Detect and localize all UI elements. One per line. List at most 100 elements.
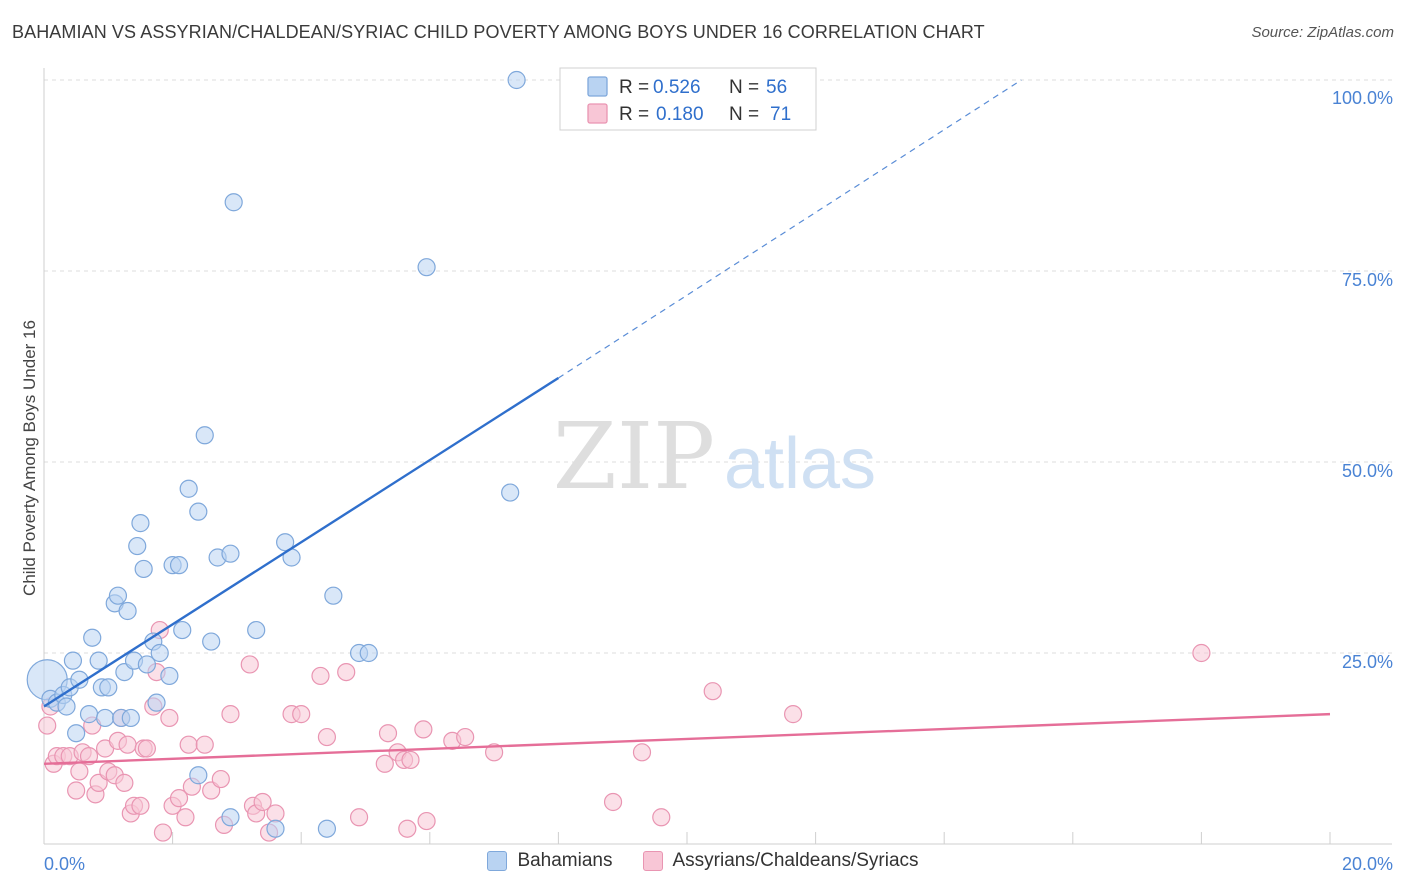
assyrian-point — [169, 789, 189, 808]
bottom-legend: Bahamians Assyrians/Chaldeans/Syriacs — [0, 850, 1406, 872]
assyrian-trend-line — [43, 712, 1331, 765]
bahamian-point — [89, 651, 108, 670]
assyrian-point — [266, 804, 285, 823]
watermark-zip: ZIP — [553, 403, 715, 510]
watermark: ZIP atlas — [553, 403, 876, 510]
assyrian-point — [221, 705, 240, 724]
assyrian-point — [401, 750, 420, 770]
assyrian-point — [79, 747, 99, 766]
bahamian-point — [173, 620, 192, 640]
x-tick-label-min: 0.0% — [44, 854, 85, 874]
legend-swatch-pink — [587, 103, 608, 124]
bahamian-point — [99, 678, 118, 697]
legend-swatch-blue — [587, 76, 608, 97]
axes — [43, 68, 1392, 845]
x-tick-label-max: 20.0% — [1342, 854, 1393, 874]
bahamian-point — [202, 632, 221, 651]
y-tick-label-50: 50.0% — [1342, 461, 1393, 481]
bahamian-point — [317, 819, 337, 838]
assyrian-point — [211, 769, 230, 789]
legend-swatch-assyrians — [642, 851, 663, 871]
bahamian-point — [79, 705, 99, 724]
bahamian-point — [221, 544, 240, 563]
watermark-atlas: atlas — [724, 424, 876, 504]
legend-n-label-pink: N = — [729, 104, 759, 125]
assyrian-point — [153, 823, 173, 842]
legend-r-label-pink: R = — [619, 104, 649, 125]
assyrian-point — [311, 666, 330, 686]
assyrian-point — [240, 655, 259, 674]
assyrian-point — [292, 705, 311, 724]
bahamian-point — [150, 643, 169, 663]
stats-legend: R = 0.526 N = 56 R = 0.180 N = 71 — [559, 67, 817, 131]
legend-label-bahamians: Bahamians — [517, 850, 613, 871]
assyrian-point — [115, 773, 134, 792]
gridlines: 25.0% 50.0% 75.0% 100.0% — [44, 79, 1393, 672]
bahamian-point — [121, 708, 140, 728]
bahamian-point — [95, 708, 115, 728]
bahamian-trend-line — [43, 376, 560, 708]
y-tick-label-25: 25.0% — [1342, 652, 1393, 672]
legend-n-value-pink: 71 — [770, 104, 791, 125]
trend-lines — [43, 79, 1331, 765]
bahamian-point — [324, 586, 343, 605]
assyrian-point — [1192, 643, 1211, 663]
assyrian-point — [378, 724, 398, 743]
assyrian-point — [485, 743, 504, 762]
assyrian-point — [253, 792, 272, 812]
legend-r-label-blue: R = — [619, 77, 649, 98]
legend-r-value-blue: 0.526 — [653, 77, 701, 98]
bahamian-point — [501, 483, 520, 502]
bahamian-point — [507, 70, 526, 90]
assyrian-point — [70, 762, 89, 781]
assyrian-point — [417, 811, 436, 831]
assyrian-point — [317, 727, 337, 747]
y-axis-label: Child Poverty Among Boys Under 16 — [20, 320, 39, 596]
legend-n-value-blue: 56 — [766, 77, 787, 98]
legend-item-assyrians: Assyrians/Chaldeans/Syriacs — [642, 850, 919, 872]
y-tick-label-100: 100.0% — [1332, 88, 1393, 108]
bahamian-point — [195, 426, 214, 445]
assyrian-point — [67, 781, 86, 800]
assyrian-point — [118, 735, 137, 754]
assyrian-point — [137, 739, 156, 758]
assyrian-point — [195, 735, 214, 754]
assyrian-point — [337, 662, 356, 682]
bahamian-trend-extension — [558, 79, 1022, 379]
bahamian-point — [359, 643, 378, 663]
bahamian-point — [118, 601, 137, 621]
assyrian-point — [38, 716, 57, 735]
legend-item-bahamians: Bahamians — [487, 850, 613, 872]
bahamian-point — [276, 533, 295, 552]
bahamian-point — [160, 666, 179, 686]
assyrian-point — [632, 743, 652, 762]
assyrian-point — [176, 808, 195, 827]
assyrian-point — [179, 735, 198, 754]
legend-swatch-bahamians — [487, 851, 508, 871]
legend-label-assyrians: Assyrians/Chaldeans/Syriacs — [672, 850, 919, 871]
bahamian-point — [131, 514, 150, 533]
legend-r-value-pink: 0.180 — [656, 104, 704, 125]
bahamian-point — [266, 819, 285, 838]
bahamian-point — [189, 502, 208, 521]
bahamian-point — [108, 586, 128, 605]
assyrian-point — [160, 708, 179, 728]
data-points — [26, 70, 1211, 842]
bahamian-point — [137, 655, 156, 674]
bahamian-point — [67, 724, 86, 743]
assyrian-point — [414, 720, 433, 739]
bahamian-point — [417, 258, 436, 277]
assyrian-point — [131, 796, 150, 815]
assyrian-point — [703, 682, 722, 701]
bahamian-point — [128, 536, 147, 556]
bahamian-point — [247, 620, 266, 640]
bahamian-point — [189, 766, 208, 785]
bahamian-point — [83, 628, 102, 647]
bahamian-point — [134, 559, 153, 579]
legend-n-label-blue: N = — [729, 77, 759, 98]
bahamian-point — [57, 697, 76, 716]
assyrian-point — [783, 705, 803, 724]
source-label: Source: ZipAtlas.com — [1251, 24, 1394, 41]
chart-title: BAHAMIAN VS ASSYRIAN/CHALDEAN/SYRIAC CHI… — [12, 22, 985, 42]
